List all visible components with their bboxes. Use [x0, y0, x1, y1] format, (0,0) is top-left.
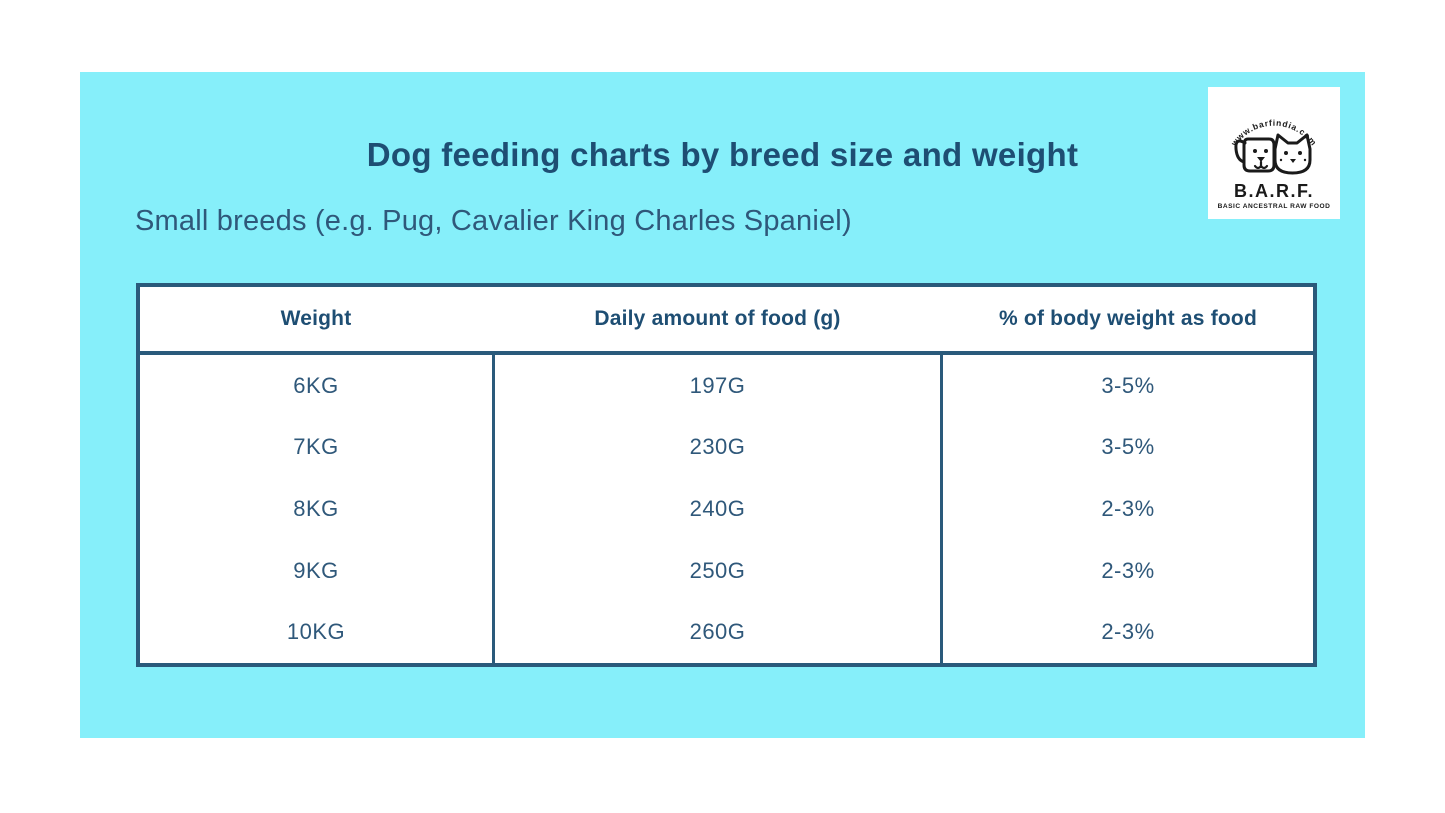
page-title: Dog feeding charts by breed size and wei…	[366, 136, 1079, 173]
table-cell: 8KG	[293, 495, 339, 521]
dog-face-icon	[1234, 137, 1276, 173]
table-header-row: Weight Daily amount of food (g) % of bod…	[140, 287, 1313, 355]
feeding-table: Weight Daily amount of food (g) % of bod…	[136, 283, 1317, 667]
table-cell: 3-5%	[1101, 372, 1155, 398]
column-header-daily-food: Daily amount of food (g)	[594, 307, 841, 330]
barf-logo: www.barfindia.com B.A.R.F. BASIC	[1208, 87, 1340, 219]
section-subtitle: Small breeds (e.g. Pug, Cavalier King Ch…	[135, 205, 852, 237]
table-column-body-weight-pct: 3-5% 3-5% 2-3% 2-3% 2-3%	[943, 355, 1313, 663]
logo-name-text: B.A.R.F.	[1234, 181, 1314, 201]
column-header-body-weight-pct: % of body weight as food	[999, 307, 1257, 330]
table-column-daily-food: 197G 230G 240G 250G 260G	[492, 355, 943, 663]
table-cell: 2-3%	[1101, 495, 1155, 521]
table-cell: 250G	[689, 557, 746, 583]
cat-face-icon	[1273, 133, 1312, 175]
table-cell: 10KG	[286, 619, 346, 645]
barf-logo-graphic: www.barfindia.com B.A.R.F. BASIC	[1218, 118, 1331, 210]
table-body: 6KG 7KG 8KG 9KG 10KG 197G 230G 240G 250G…	[140, 355, 1313, 663]
table-cell: 2-3%	[1101, 619, 1155, 645]
column-header-weight: Weight	[280, 307, 352, 330]
table-cell: 2-3%	[1101, 557, 1155, 583]
table-cell: 260G	[689, 619, 746, 645]
table-cell: 9KG	[293, 557, 339, 583]
table-cell: 7KG	[293, 434, 339, 460]
table-cell: 230G	[689, 434, 746, 460]
table-cell: 240G	[689, 495, 746, 521]
logo-tagline-text: BASIC ANCESTRAL RAW FOOD	[1218, 203, 1331, 210]
table-cell: 3-5%	[1101, 434, 1155, 460]
table-cell: 197G	[689, 372, 746, 398]
table-cell: 6KG	[293, 372, 339, 398]
table-column-weight: 6KG 7KG 8KG 9KG 10KG	[140, 355, 492, 663]
